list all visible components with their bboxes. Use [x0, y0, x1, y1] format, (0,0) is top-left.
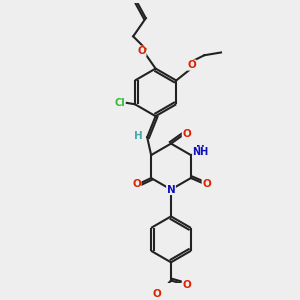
- Text: O: O: [137, 46, 146, 56]
- Text: O: O: [202, 179, 211, 190]
- Text: O: O: [182, 280, 191, 290]
- Text: O: O: [132, 179, 141, 190]
- Text: NH: NH: [193, 147, 209, 157]
- Text: O: O: [182, 128, 191, 139]
- Text: H: H: [134, 131, 142, 141]
- Text: N: N: [196, 145, 205, 155]
- Text: Cl: Cl: [114, 98, 125, 108]
- Text: N: N: [167, 184, 176, 194]
- Text: O: O: [187, 60, 196, 70]
- Text: H: H: [194, 148, 202, 158]
- Text: O: O: [153, 289, 161, 299]
